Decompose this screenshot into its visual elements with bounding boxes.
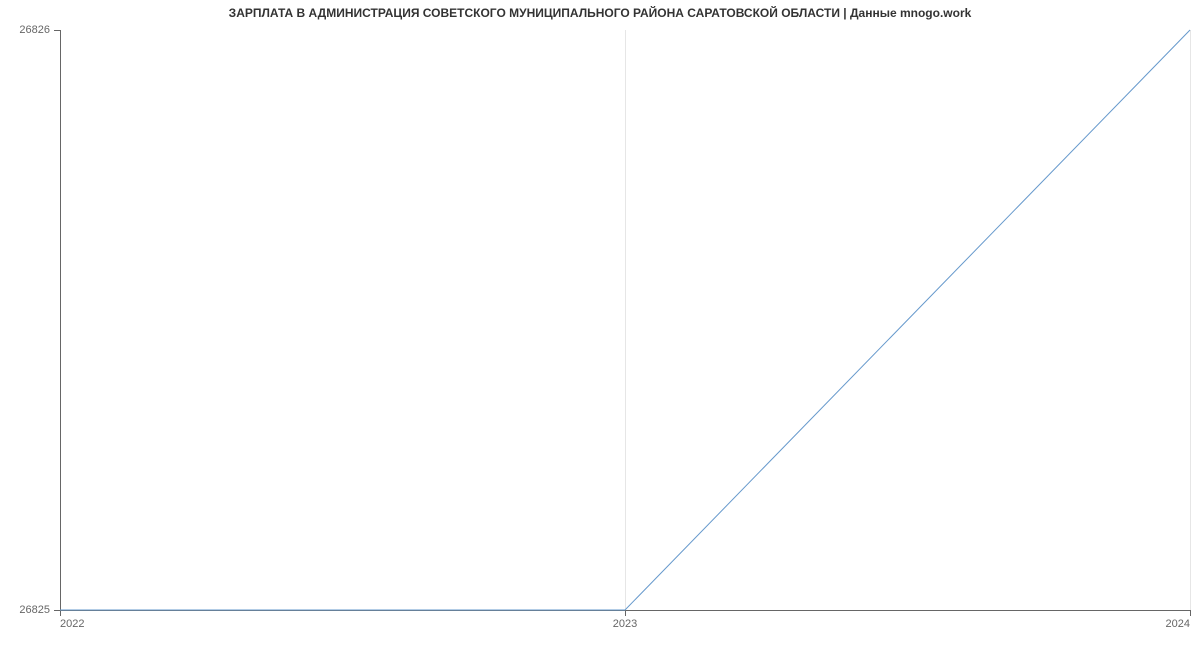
y-tick-label: 26826 <box>5 24 50 36</box>
plot-area: 2022202320242682526826 <box>60 30 1190 610</box>
chart-title: ЗАРПЛАТА В АДМИНИСТРАЦИЯ СОВЕТСКОГО МУНИ… <box>0 6 1200 20</box>
line-layer <box>60 30 1190 610</box>
salary-chart: ЗАРПЛАТА В АДМИНИСТРАЦИЯ СОВЕТСКОГО МУНИ… <box>0 0 1200 650</box>
x-tick <box>1190 610 1191 616</box>
y-tick-label: 26825 <box>5 604 50 616</box>
x-tick-label: 2024 <box>1150 618 1190 630</box>
series-salary <box>60 30 1190 610</box>
x-gridline <box>1190 30 1191 610</box>
x-tick-label: 2023 <box>613 618 637 630</box>
x-tick-label: 2022 <box>60 618 84 630</box>
